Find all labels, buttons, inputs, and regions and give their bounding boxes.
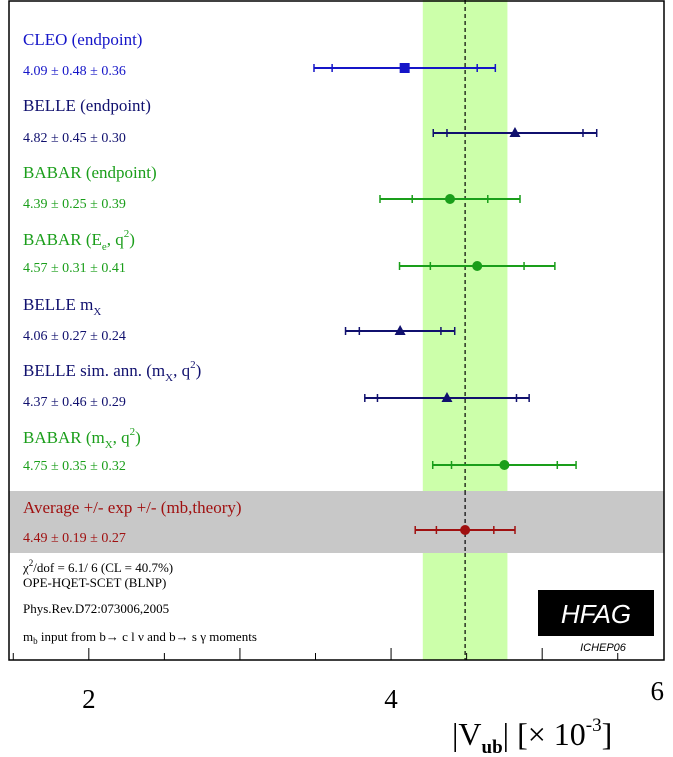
name-text: BELLE m: [23, 295, 93, 314]
measurement-name: BABAR (mX, q2): [23, 426, 141, 451]
name-subscript: X: [165, 372, 173, 384]
measurement-name: BELLE sim. ann. (mX, q2): [23, 359, 201, 384]
name-text: BABAR (E: [23, 230, 102, 249]
name-text: BABAR (endpoint): [23, 163, 157, 182]
name-text: ): [135, 428, 141, 447]
measurement-name: BABAR (Ee, q2): [23, 228, 135, 253]
square-marker: [399, 63, 410, 73]
name-text: , q: [173, 361, 191, 380]
measurement-value: 4.06 ± 0.27 ± 0.24: [23, 329, 126, 344]
circle-marker: [499, 460, 510, 470]
circle-marker: [444, 194, 455, 204]
average-name: Average +/- exp +/- (mb,theory): [23, 498, 242, 517]
measurement-name: BELLE mX: [23, 295, 101, 318]
name-text: ): [196, 361, 202, 380]
chi2-part: 2: [29, 558, 34, 568]
measurement-name: BABAR (endpoint): [23, 163, 157, 182]
measurement-value: 4.39 ± 0.25 ± 0.39: [23, 197, 126, 212]
measurement-point: [379, 194, 521, 204]
name-superscript: 2: [124, 228, 130, 240]
input-line-part: input from b: [38, 629, 106, 644]
measurement-point: [364, 392, 530, 402]
triangle-marker: [394, 325, 406, 335]
input-line: mb input from b→ c l ν and b→ s γ moment…: [23, 629, 257, 646]
name-text: BABAR (m: [23, 428, 105, 447]
measurement-value: 4.82 ± 0.45 ± 0.30: [23, 131, 126, 146]
measurement-value: 4.09 ± 0.48 ± 0.36: [23, 64, 126, 79]
name-text: , q: [113, 428, 131, 447]
triangle-marker: [441, 392, 453, 402]
x-tick-label: 6: [651, 676, 665, 706]
measurement-value: 4.57 ± 0.31 ± 0.41: [23, 261, 126, 276]
name-text: BELLE (endpoint): [23, 96, 151, 115]
measurement-point: [344, 325, 456, 335]
circle-marker: [472, 261, 483, 271]
x-axis-title-part: ]: [602, 716, 613, 752]
average-point: [414, 525, 516, 535]
input-line-part: c l ν and b: [119, 629, 176, 644]
circle-marker: [460, 525, 471, 535]
name-text: ): [129, 230, 135, 249]
measurement-name: CLEO (endpoint): [23, 30, 142, 49]
chi2-line: χ2/dof = 6.1/ 6 (CL = 40.7%): [22, 558, 173, 575]
name-superscript: 2: [190, 359, 196, 371]
name-subscript: e: [102, 241, 107, 253]
reference-line: Phys.Rev.D72:073006,2005: [23, 601, 169, 616]
measurement-value: 4.75 ± 0.35 ± 0.32: [23, 459, 126, 474]
x-axis-title: |Vub| [× 10-3]: [452, 715, 612, 757]
name-subscript: X: [105, 439, 113, 451]
x-tick-label: 2: [82, 684, 96, 714]
name-text: CLEO (endpoint): [23, 30, 142, 49]
average-value: 4.49 ± 0.19 ± 0.27: [23, 531, 126, 546]
measurement-point: [431, 460, 577, 470]
measurement-value: 4.37 ± 0.46 ± 0.29: [23, 395, 126, 410]
measurement-point: [313, 63, 497, 73]
name-text: , q: [107, 230, 125, 249]
hfag-badge-box: [538, 590, 654, 636]
hfag-badge-subtitle: ICHEP06: [580, 642, 627, 654]
name-text: BELLE sim. ann. (m: [23, 361, 165, 380]
name-subscript: X: [93, 306, 101, 318]
chi2-part: /dof = 6.1/ 6 (CL = 40.7%): [33, 560, 173, 575]
name-superscript: 2: [130, 426, 136, 438]
average-row-background: [9, 491, 664, 553]
triangle-marker: [509, 127, 521, 137]
x-axis-title-part: ub: [482, 737, 503, 757]
input-line-part: m: [23, 629, 33, 644]
x-axis-title-part: | [× 10: [503, 716, 586, 752]
hfag-badge-title: HFAG: [561, 599, 631, 629]
x-axis-title-part: |V: [452, 716, 482, 752]
plot-frame: [8, 0, 665, 661]
measurement-point: [398, 261, 556, 271]
input-line-part: s γ moments: [189, 629, 257, 644]
measurement-point: [432, 127, 598, 137]
x-tick-label: 4: [384, 684, 398, 714]
input-line-part: b: [33, 636, 38, 646]
chi2-part: χ: [22, 560, 29, 575]
input-line-part: →: [176, 629, 189, 644]
input-line-part: →: [106, 629, 119, 644]
measurement-name: BELLE (endpoint): [23, 96, 151, 115]
x-axis-title-part: -3: [586, 715, 602, 736]
method-line: OPE-HQET-SCET (BLNP): [23, 575, 166, 590]
